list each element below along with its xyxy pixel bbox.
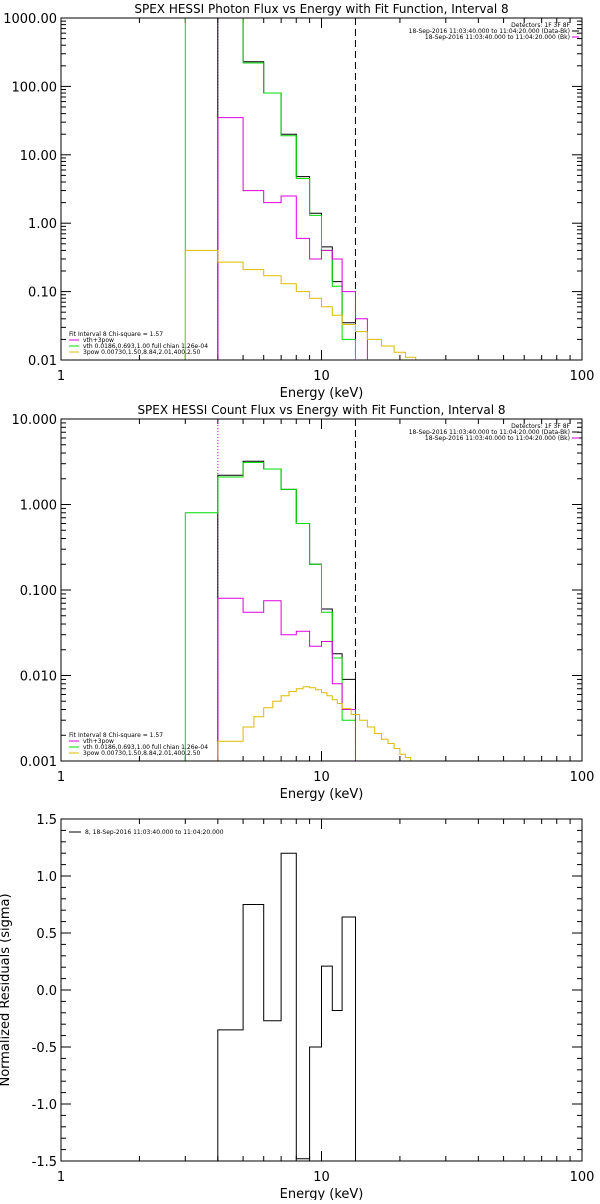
- series-bk: [217, 597, 356, 761]
- x-axis-label: Energy (keV): [280, 1187, 364, 1200]
- series-bk: [217, 117, 368, 360]
- y-tick-label: -1.5: [32, 1155, 57, 1170]
- series-data: [217, 460, 356, 761]
- legend-bottom-text: Fit Interval 8 Chi-square = 1.57: [69, 331, 163, 338]
- y-tick-label: 1.0: [36, 870, 57, 885]
- y-tick-label: 0.01: [28, 354, 57, 369]
- x-tick-label: 10: [313, 1170, 330, 1185]
- legend-bottom-text: vth+3pow: [83, 337, 114, 344]
- legend-top-text: Detectors: 1F 3F 8F: [511, 423, 570, 430]
- legend-top-text: 18-Sep-2016 11:03:40.000 to 11:04:20.000…: [409, 28, 570, 35]
- plot-frame: [60, 17, 583, 361]
- legend-top-text: 18-Sep-2016 11:03:40.000 to 11:04:20.000…: [425, 34, 570, 41]
- series-model: [184, 462, 356, 761]
- x-tick-label: 1: [57, 770, 65, 785]
- series-component: [217, 686, 454, 761]
- plot-area: [184, 419, 454, 761]
- y-tick-label: 0.010: [20, 670, 57, 685]
- y-tick-label: -1.0: [32, 1098, 57, 1113]
- panel-2: SPEX HESSI Count Flux vs Energy with Fit…: [12, 403, 595, 802]
- y-tick-label: 10.00: [20, 149, 57, 164]
- y-tick-label: 0.100: [20, 584, 57, 599]
- y-tick-label: -0.5: [32, 1041, 57, 1056]
- y-tick-label: 1000.00: [3, 12, 57, 27]
- x-tick-label: 10: [313, 770, 330, 785]
- series-component: [184, 249, 450, 360]
- y-tick-label: 0.10: [28, 286, 57, 301]
- series-model: [184, 18, 356, 360]
- y-axis-label: Normalized Residuals (sigma): [0, 893, 13, 1086]
- series-data: [217, 18, 356, 360]
- plot-frame: [60, 418, 583, 762]
- legend-bottom-text: 3pow 0.00730,1.50,8.84,2.01,400,2.50: [83, 750, 201, 757]
- x-tick-label: 10: [313, 369, 330, 384]
- y-tick-label: 0.5: [36, 927, 57, 942]
- legend-top-text: Detectors: 1F 3F 8F: [511, 22, 570, 29]
- x-tick-label: 1: [57, 369, 65, 384]
- legend-bottom-text: 3pow 0.00730,1.50,8.84,2.01,400,2.50: [83, 349, 201, 356]
- y-tick-label: 1.00: [28, 217, 57, 232]
- panel-title: SPEX HESSI Count Flux vs Energy with Fit…: [137, 403, 505, 417]
- x-tick-label: 100: [570, 770, 595, 785]
- y-tick-label: 0.0: [36, 984, 57, 999]
- x-tick-label: 100: [570, 1170, 595, 1185]
- legend-top-text: 18-Sep-2016 11:03:40.000 to 11:04:20.000…: [409, 429, 570, 436]
- x-tick-label: 100: [570, 369, 595, 384]
- y-tick-label: 1.5: [36, 813, 57, 828]
- legend-bottom-text: Fit Interval 8 Chi-square = 1.57: [69, 732, 163, 739]
- legend-top-text: 18-Sep-2016 11:03:40.000 to 11:04:20.000…: [425, 435, 570, 442]
- legend-bottom-text: vth 0.0186,0.693,1.00 full chian 1.26e-0…: [83, 744, 208, 751]
- y-tick-label: 10.000: [12, 413, 58, 428]
- plot-area: [217, 852, 356, 1161]
- legend-bottom-text: vth+3pow: [83, 738, 114, 745]
- series-residuals: [217, 852, 356, 1161]
- plot-frame: [60, 818, 583, 1162]
- x-axis-label: Energy (keV): [280, 386, 364, 401]
- x-tick-label: 1: [57, 1170, 65, 1185]
- legend-text: 8, 18-Sep-2016 11:03:40.000 to 11:04:20.…: [85, 829, 224, 836]
- panel-1: SPEX HESSI Photon Flux vs Energy with Fi…: [3, 2, 594, 401]
- y-tick-label: 1.000: [20, 499, 57, 514]
- panel-title: SPEX HESSI Photon Flux vs Energy with Fi…: [134, 2, 508, 16]
- legend-bottom-text: vth 0.0186,0.693,1.00 full chian 1.26e-0…: [83, 343, 208, 350]
- y-tick-label: 0.001: [20, 755, 57, 770]
- y-tick-label: 100.00: [12, 80, 58, 95]
- x-axis-label: Energy (keV): [280, 787, 364, 802]
- plot-area: [184, 18, 450, 360]
- panel-3: -1.5 -1.0 -0.5 0.0 0.5 1.0 1.5 1 10 100 Energy (ke…: [0, 813, 595, 1202]
